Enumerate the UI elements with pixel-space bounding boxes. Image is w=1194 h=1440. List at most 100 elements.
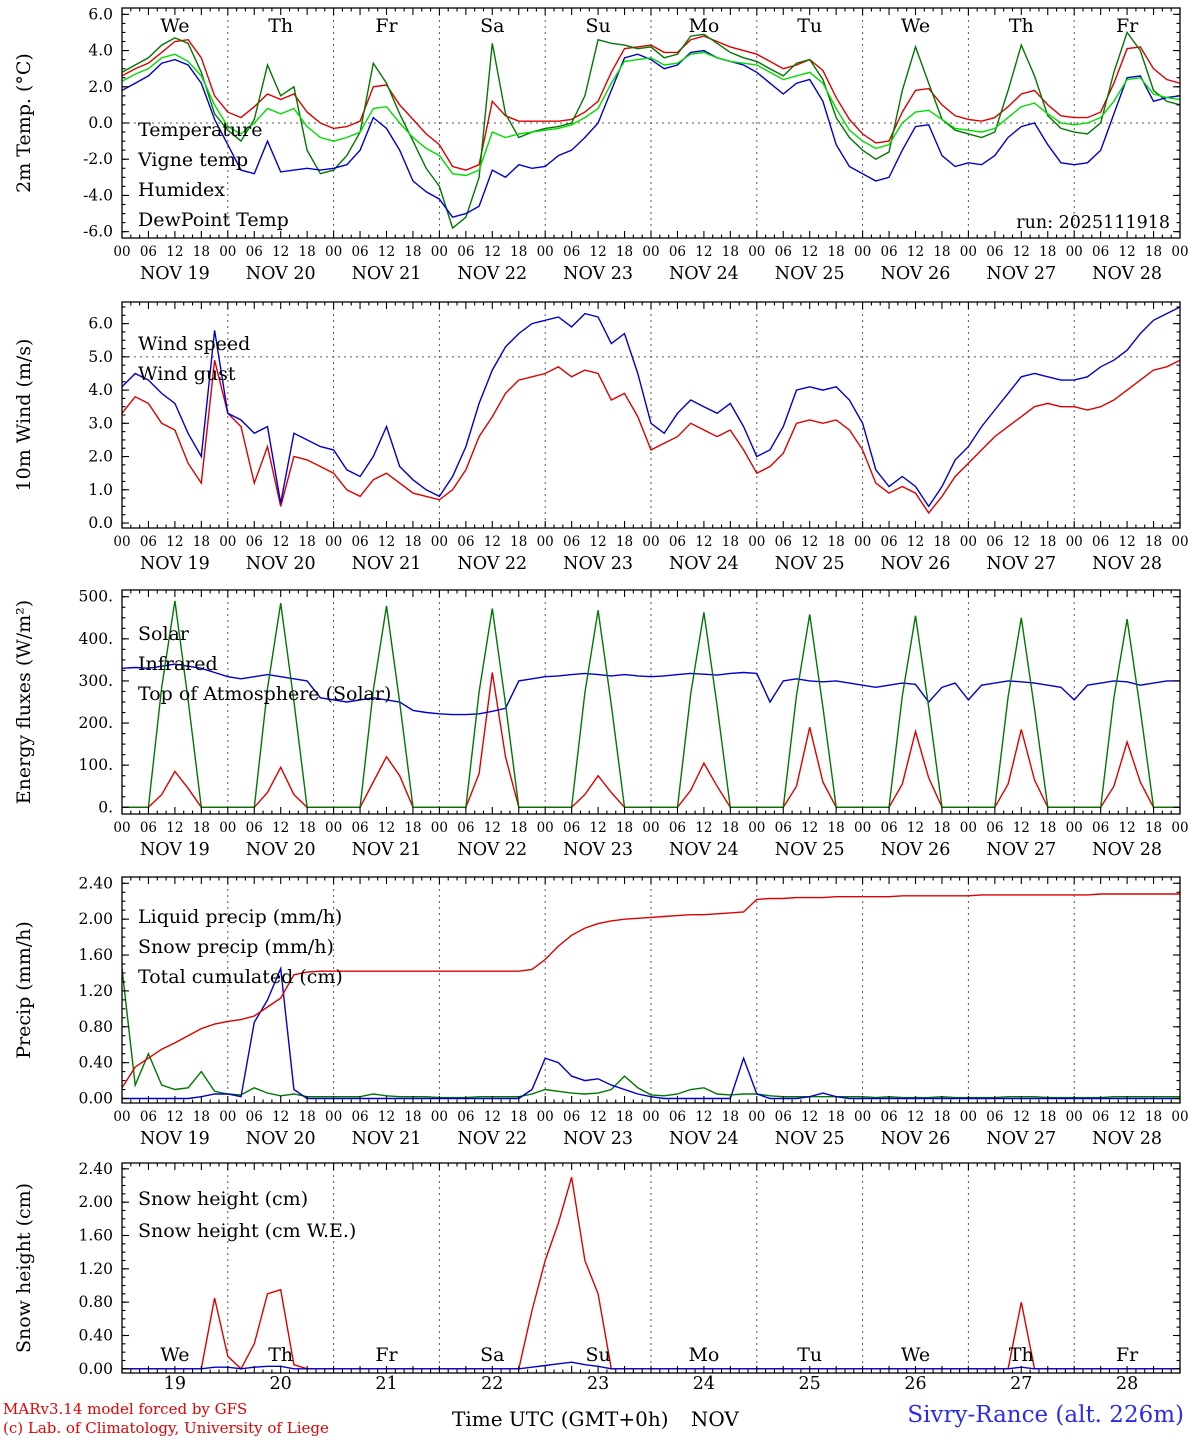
hour-tick-label: 06 xyxy=(775,534,792,550)
panel-energy-fluxes: 0. 100. 200. 300. 400. 500. 00 06 12 18 00 06 12 18 00… xyxy=(0,580,1194,867)
hour-tick-label: 06 xyxy=(986,534,1003,550)
hour-tick-label: 12 xyxy=(907,244,924,260)
panel-precipitation: 0.00 0.40 0.80 1.20 1.60 2.00 2.40 00 06 12 18 00 06… xyxy=(0,867,1194,1155)
hour-tick-label: 06 xyxy=(775,244,792,260)
date-label: 28 xyxy=(1116,1374,1138,1394)
hour-tick-label: 18 xyxy=(1039,820,1056,836)
hour-tick-label: 18 xyxy=(193,820,210,836)
hour-tick-label: 12 xyxy=(590,1109,607,1125)
y-tick-label: 2.00 xyxy=(78,910,113,928)
hour-tick-label: 18 xyxy=(404,820,421,836)
hour-tick-label: 12 xyxy=(484,534,501,550)
hour-tick-label: 12 xyxy=(695,1109,712,1125)
hour-tick-label: 00 xyxy=(642,1109,659,1125)
y-tick-label: 300. xyxy=(78,672,113,690)
hour-tick-label: 00 xyxy=(219,244,236,260)
date-label: NOV 24 xyxy=(669,1129,739,1149)
y-tick-label: 2.00 xyxy=(78,1193,113,1211)
date-label: NOV 24 xyxy=(669,840,739,860)
day-of-week-label: Th xyxy=(268,1344,293,1366)
wind-speed-line xyxy=(122,359,1180,515)
hour-tick-label: 06 xyxy=(1092,534,1109,550)
date-label: NOV 20 xyxy=(246,264,316,284)
hour-tick-label: 12 xyxy=(378,1109,395,1125)
hour-tick-label: 18 xyxy=(1039,534,1056,550)
hour-tick-label: 18 xyxy=(616,820,633,836)
hour-tick-label: 18 xyxy=(933,1109,950,1125)
total-cumulated-cm-line xyxy=(122,893,1180,1089)
date-label: 23 xyxy=(587,1374,609,1394)
date-label: NOV 24 xyxy=(669,264,739,284)
energy-fluxes-chart: 0. 100. 200. 300. 400. 500. 00 06 12 18 00 06 12 18 00… xyxy=(13,588,1189,860)
day-of-week-label: Su xyxy=(585,1344,610,1366)
hour-tick-label: 18 xyxy=(1145,1109,1162,1125)
hour-tick-label: 06 xyxy=(1092,1109,1109,1125)
hour-tick-label: 00 xyxy=(1066,534,1083,550)
hour-tick-label: 06 xyxy=(669,1109,686,1125)
hour-tick-label: 18 xyxy=(722,534,739,550)
hour-tick-label: 00 xyxy=(854,534,871,550)
hour-tick-label: 18 xyxy=(1039,1109,1056,1125)
hour-tick-label: 12 xyxy=(907,820,924,836)
hour-tick-label: 18 xyxy=(404,1109,421,1125)
hour-tick-label: 18 xyxy=(1145,534,1162,550)
wind-speed-legend: Wind speed xyxy=(138,333,250,355)
hour-tick-label: 12 xyxy=(1013,820,1030,836)
date-label: NOV 20 xyxy=(246,554,316,574)
hour-tick-label: 18 xyxy=(404,534,421,550)
hour-tick-label: 00 xyxy=(748,244,765,260)
date-label: NOV 23 xyxy=(563,840,633,860)
hour-tick-label: 12 xyxy=(590,534,607,550)
hour-tick-label: 18 xyxy=(828,820,845,836)
day-of-week-label: We xyxy=(160,15,189,37)
date-label: NOV 19 xyxy=(140,554,210,574)
hour-tick-label: 06 xyxy=(351,244,368,260)
date-label: 24 xyxy=(693,1374,715,1394)
hour-tick-label: 18 xyxy=(510,820,527,836)
hour-tick-label: 12 xyxy=(695,244,712,260)
hour-tick-label: 00 xyxy=(642,820,659,836)
temperature-line xyxy=(122,35,1180,171)
vigne-temp-legend: Vigne temp xyxy=(137,149,248,171)
hour-tick-label: 18 xyxy=(1039,244,1056,260)
hour-tick-label: 00 xyxy=(1066,820,1083,836)
day-of-week-label: Mo xyxy=(688,15,719,37)
hour-tick-label: 12 xyxy=(166,820,183,836)
date-label: NOV 23 xyxy=(563,264,633,284)
date-label: NOV 27 xyxy=(986,840,1056,860)
date-label: NOV 22 xyxy=(457,554,527,574)
hour-tick-label: 12 xyxy=(695,820,712,836)
hour-tick-label: 06 xyxy=(1092,244,1109,260)
hour-tick-label: 06 xyxy=(986,1109,1003,1125)
hour-tick-label: 00 xyxy=(219,534,236,550)
date-label: 25 xyxy=(799,1374,821,1394)
hour-tick-label: 06 xyxy=(457,820,474,836)
humidex-legend: Humidex xyxy=(138,179,225,201)
date-label: NOV 21 xyxy=(352,264,422,284)
hour-tick-label: 18 xyxy=(193,1109,210,1125)
hour-tick-label: 00 xyxy=(1171,1109,1188,1125)
hour-tick-label: 00 xyxy=(325,820,342,836)
date-label: NOV 26 xyxy=(881,1129,951,1149)
hour-tick-label: 12 xyxy=(272,820,289,836)
date-label: 21 xyxy=(375,1374,397,1394)
hour-tick-label: 18 xyxy=(933,820,950,836)
hour-tick-label: 12 xyxy=(272,244,289,260)
hour-tick-label: 00 xyxy=(431,534,448,550)
hour-tick-label: 00 xyxy=(537,534,554,550)
y-axis-title: Snow height (cm) xyxy=(13,1183,35,1353)
hour-tick-label: 18 xyxy=(404,244,421,260)
hour-tick-label: 00 xyxy=(219,1109,236,1125)
hour-tick-label: 06 xyxy=(351,1109,368,1125)
day-of-week-label: Sa xyxy=(480,15,504,37)
y-tick-label: 0.80 xyxy=(78,1018,113,1036)
hour-tick-label: 06 xyxy=(246,244,263,260)
hour-tick-label: 00 xyxy=(325,1109,342,1125)
hour-tick-label: 06 xyxy=(986,244,1003,260)
hour-tick-label: 06 xyxy=(246,820,263,836)
hour-tick-label: 00 xyxy=(960,534,977,550)
day-of-week-label: Tu xyxy=(797,1344,822,1366)
hour-tick-label: 00 xyxy=(1066,244,1083,260)
hour-tick-label: 06 xyxy=(880,244,897,260)
y-tick-label: 0.0 xyxy=(88,114,113,132)
